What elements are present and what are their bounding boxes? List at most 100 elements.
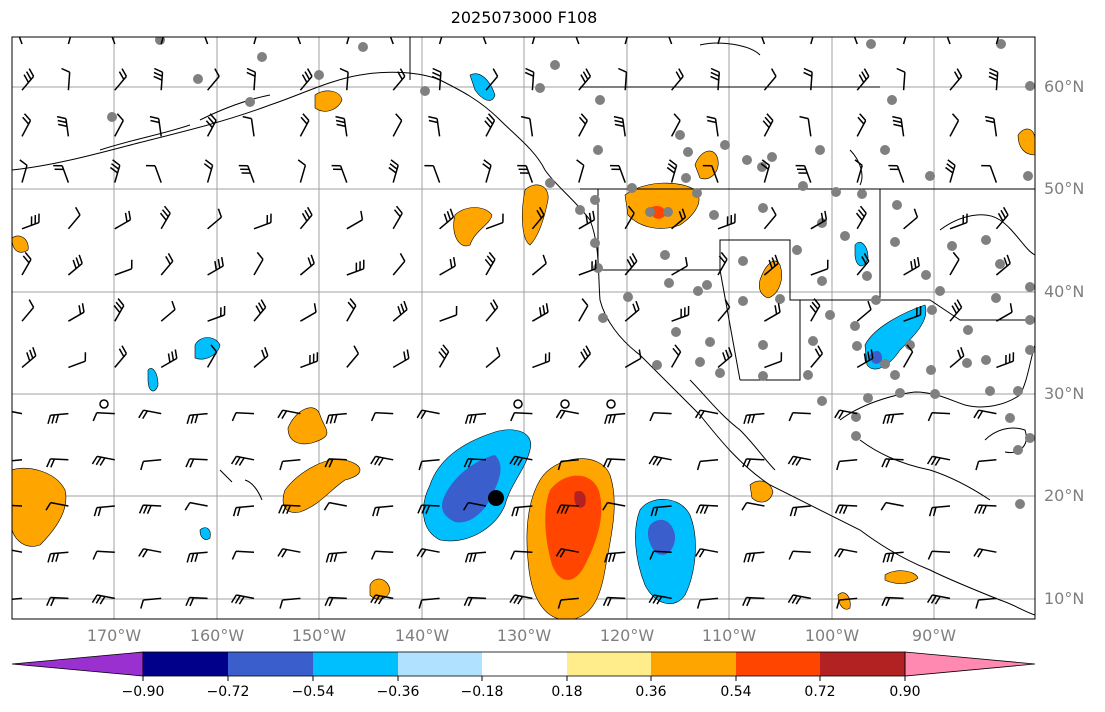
wind-barb	[529, 118, 534, 137]
wind-barb-flag	[300, 116, 308, 125]
wind-barb	[114, 353, 127, 368]
wind-barb	[438, 72, 442, 91]
wind-barb-flag	[696, 599, 701, 609]
wind-barb	[978, 504, 997, 507]
wind-barb-flag	[913, 258, 917, 269]
wind-barb	[903, 216, 918, 230]
wind-barb-flag	[1006, 254, 1011, 264]
wind-barb-flag	[951, 113, 960, 121]
wind-barb-flag	[994, 21, 1001, 26]
wind-barb-flag	[449, 208, 455, 218]
wind-barb-flag	[916, 256, 920, 267]
wind-barb-flag	[632, 303, 637, 313]
wind-barb-flag	[777, 303, 781, 313]
wind-barb-flag	[462, 502, 469, 511]
wind-barb	[439, 216, 454, 230]
wind-barb-flag	[707, 119, 717, 124]
wind-barb	[746, 501, 765, 507]
wind-barb	[514, 594, 533, 600]
wind-barb-flag	[617, 67, 627, 73]
wind-barb	[114, 165, 121, 183]
wind-barb-flag	[588, 212, 592, 222]
wind-barb	[21, 120, 32, 137]
wind-barb	[896, 165, 905, 183]
wind-barb	[856, 309, 872, 322]
wind-barb-flag	[370, 550, 376, 560]
wind-barb	[700, 409, 719, 415]
wind-barb-flag	[306, 206, 313, 216]
wind-barb	[717, 37, 721, 45]
wind-barb	[624, 357, 642, 369]
wind-barb-flag	[370, 412, 376, 422]
positive-anomaly-region	[12, 235, 29, 253]
wind-barb-flag	[418, 461, 423, 471]
wind-barb	[282, 459, 301, 463]
wind-barb	[392, 75, 406, 91]
wind-barb	[653, 411, 672, 415]
longitude-label: 140°W	[394, 626, 450, 645]
wind-barb	[885, 501, 904, 507]
wind-barb-flag	[926, 594, 933, 603]
negative-anomaly-region	[194, 337, 221, 360]
station-markers	[107, 37, 1035, 509]
wind-barb-flag	[791, 456, 798, 466]
colorbar-segment	[567, 652, 651, 676]
wind-barb-flag	[329, 553, 334, 563]
wind-barb-flag	[403, 300, 408, 310]
wind-barb-flag	[403, 351, 407, 361]
wind-barb-flag	[728, 347, 733, 357]
wind-barb-flag	[926, 456, 933, 465]
wind-barb-flag	[930, 595, 937, 604]
wind-barb-flag	[66, 21, 73, 26]
wind-barb	[978, 409, 997, 415]
wind-barb-flag	[761, 159, 770, 166]
wind-barb-flag	[953, 302, 960, 311]
wind-barb	[346, 72, 349, 91]
wind-barb-flag	[977, 549, 984, 558]
wind-barb-flag	[863, 253, 870, 262]
wind-barb-flag	[207, 116, 215, 125]
wind-barb	[12, 504, 23, 507]
wind-barb-flag	[813, 298, 821, 307]
wind-barb-flag	[529, 25, 536, 30]
wind-barb-flag	[91, 456, 98, 465]
wind-barb-flag	[46, 458, 52, 468]
wind-barb-flag	[910, 260, 914, 271]
wind-barb-flag	[496, 347, 501, 357]
wind-barb	[839, 548, 858, 553]
wind-barb	[978, 459, 997, 463]
wind-barb	[328, 458, 347, 461]
wind-barb	[65, 118, 70, 137]
wind-barb-flag	[78, 254, 83, 264]
wind-barb	[531, 72, 535, 91]
wind-barb-flag	[652, 456, 659, 466]
wind-barb-flag	[2, 461, 5, 470]
wind-barb	[299, 262, 315, 276]
wind-barb-flag	[576, 159, 585, 166]
wind-barb-flag	[0, 410, 4, 418]
wind-barb-flag	[417, 504, 423, 514]
wind-barb-flag	[4, 505, 8, 513]
wind-barb-flag	[150, 119, 160, 124]
wind-barb	[763, 262, 779, 276]
wind-barb-flag	[788, 550, 794, 560]
wind-barb	[189, 412, 208, 416]
wind-barb-flag	[582, 348, 589, 357]
wind-barb	[578, 75, 591, 91]
wind-barb-flag	[787, 594, 794, 603]
wind-barb-flag	[252, 21, 259, 26]
wind-barb-flag	[629, 256, 635, 265]
wind-barb-flag	[838, 549, 845, 558]
wind-barb-flag	[232, 507, 237, 517]
wind-barb-flag	[301, 212, 308, 222]
colorbar-segment	[143, 652, 228, 676]
wind-barb	[50, 412, 69, 416]
wind-barb-flag	[861, 256, 867, 265]
wind-barb-flag	[78, 305, 82, 315]
wind-barb	[12, 410, 23, 415]
wind-barb	[717, 259, 728, 276]
wind-barb-flag	[443, 213, 449, 223]
positive-anomaly-region	[749, 480, 774, 503]
wind-barb-flag	[91, 594, 98, 603]
wind-barb	[902, 37, 907, 45]
